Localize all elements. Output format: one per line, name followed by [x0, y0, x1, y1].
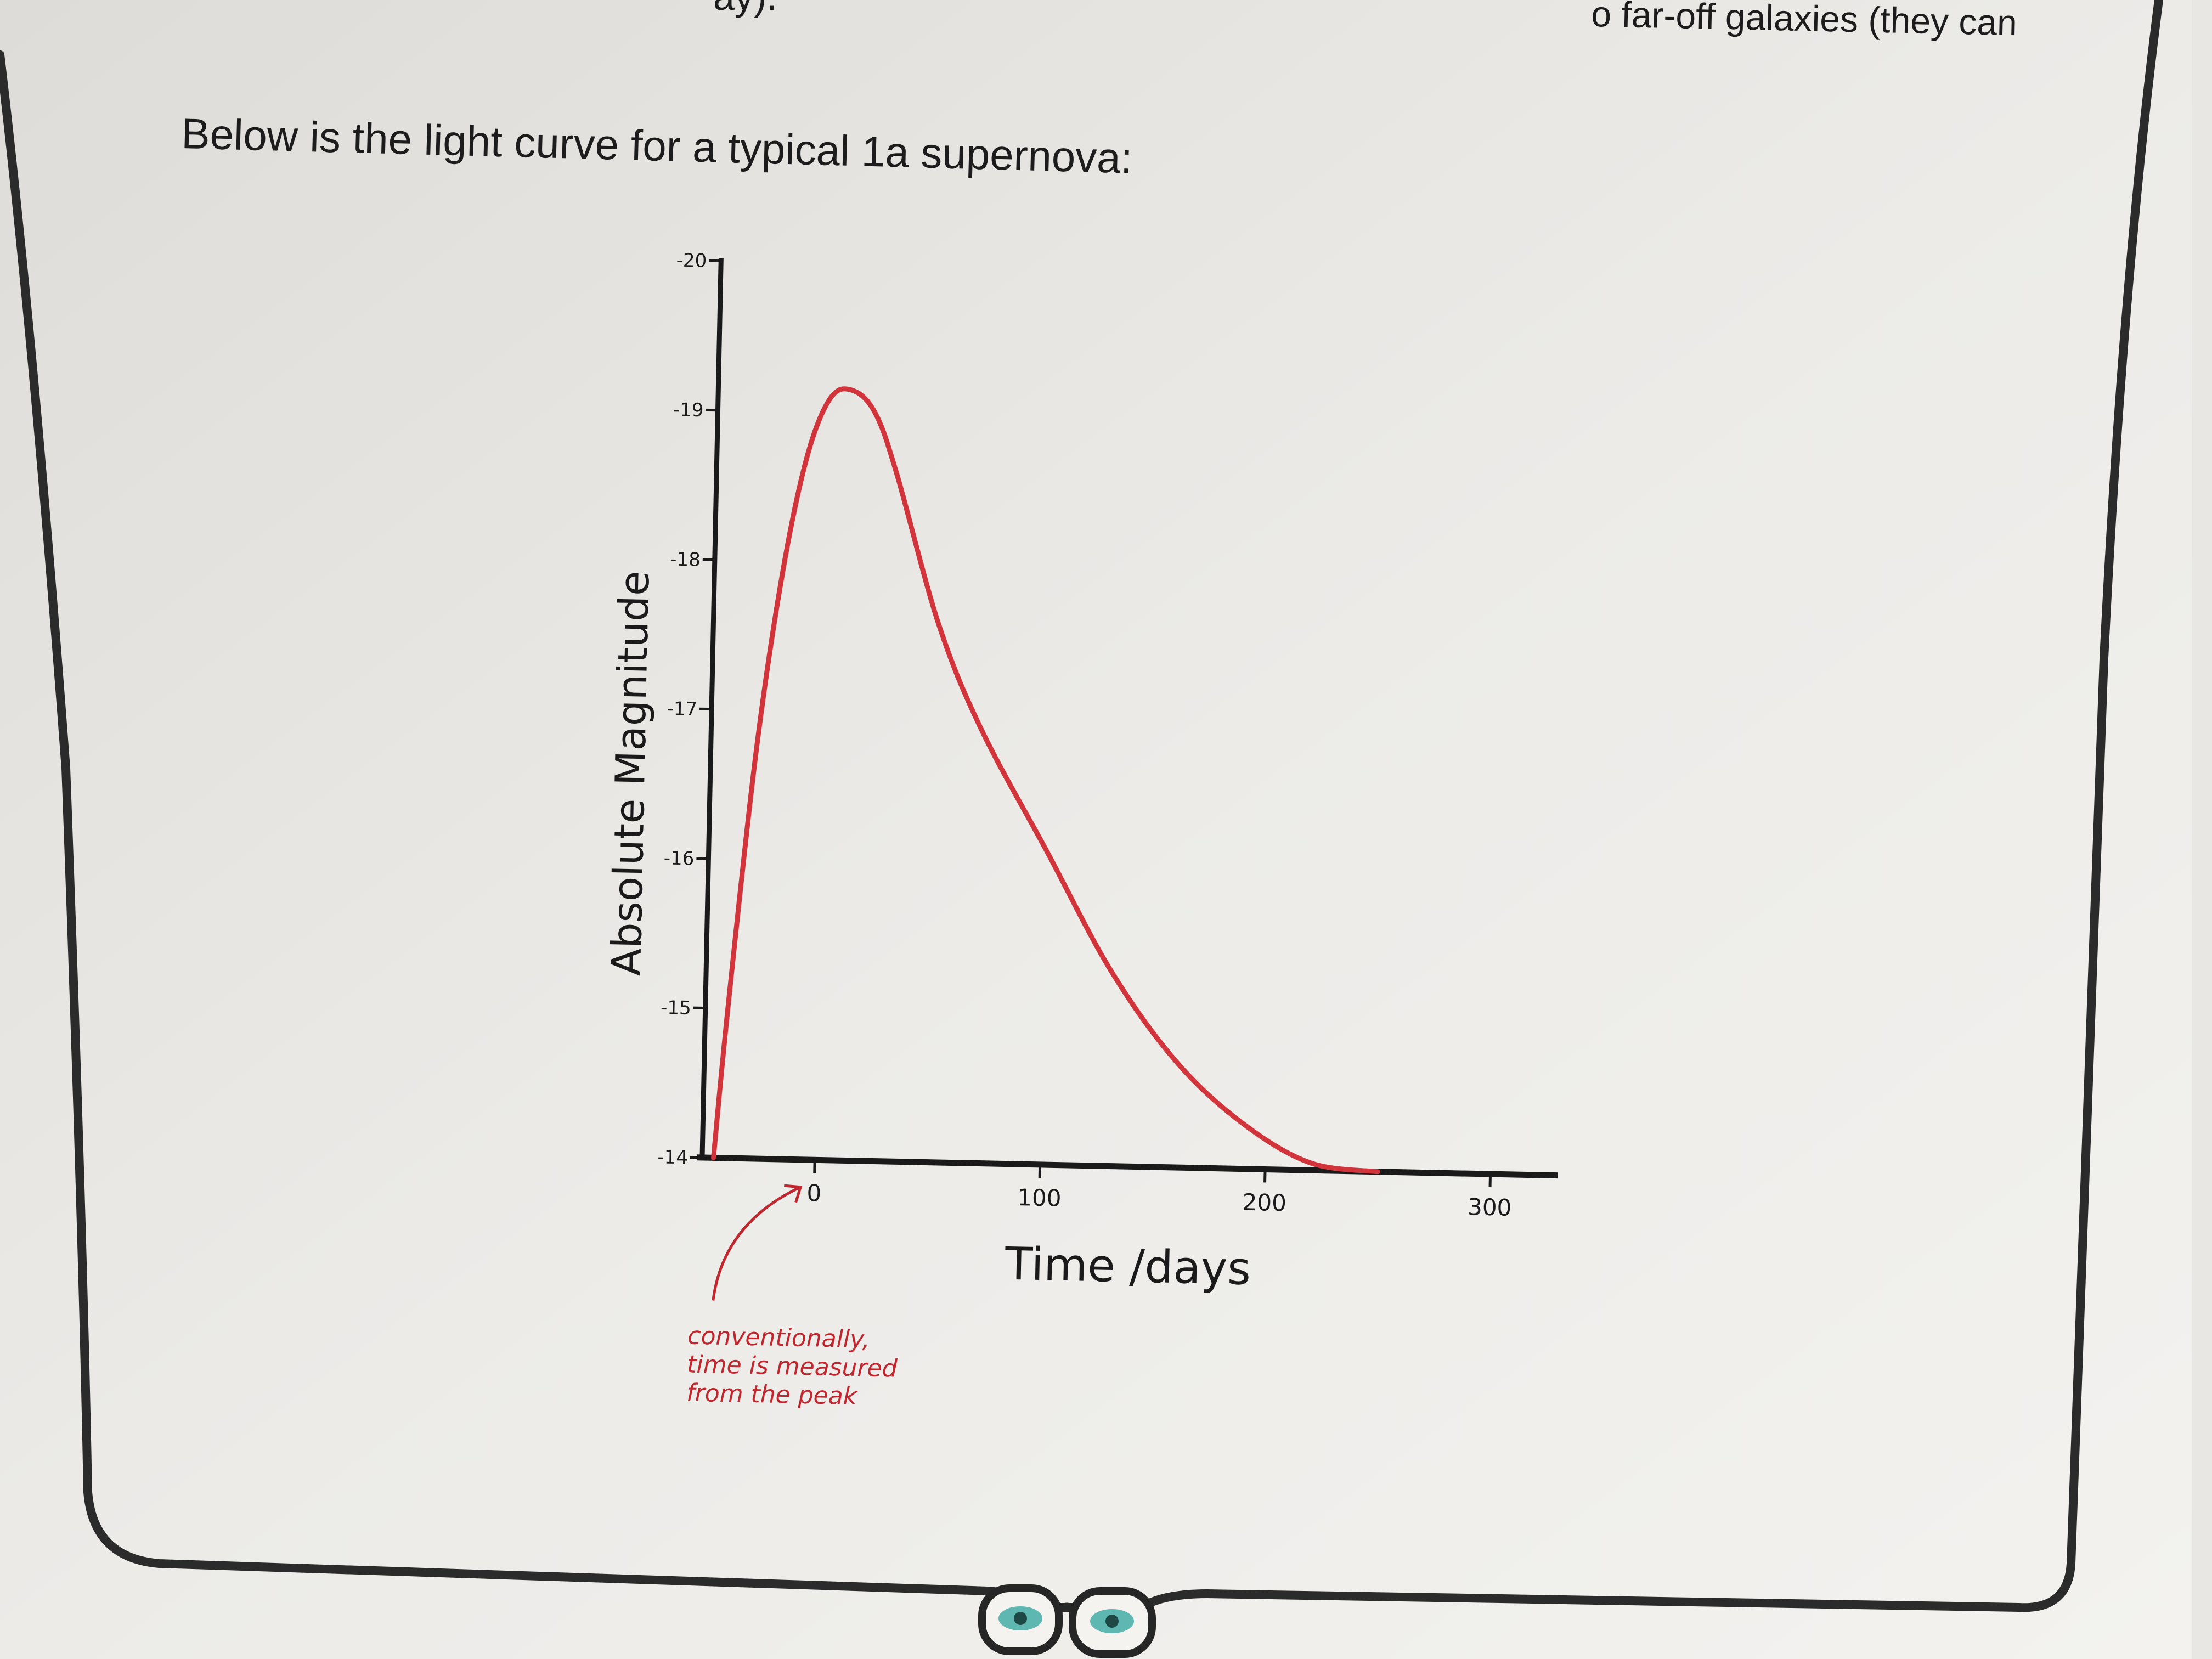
y-tick-label: -18: [670, 549, 701, 571]
annotation-line-2: time is measured: [687, 1351, 898, 1383]
x-axis: [696, 1154, 1558, 1179]
y-tick-label: -16: [663, 847, 694, 870]
y-tick-label: -14: [657, 1146, 688, 1169]
glasses-logo: [978, 1584, 1156, 1658]
y-tick-label: -19: [673, 399, 704, 421]
x-tick-label: 0: [806, 1180, 822, 1207]
light-curve-chart: -20 -19 -18 -17 -16 -15 -14 0 100 200 300 Absolut…: [603, 250, 1558, 1410]
y-tick-label: -17: [667, 698, 697, 720]
annotation-line-3: from the peak: [686, 1379, 859, 1410]
x-tick-label: 200: [1242, 1189, 1286, 1217]
x-tick-mark: [1488, 1174, 1492, 1188]
x-tick-label: 100: [1017, 1184, 1062, 1212]
x-tick-label: 300: [1468, 1193, 1512, 1221]
annotation-line-1: conventionally,: [687, 1322, 870, 1354]
x-axis-label: Time /days: [1004, 1238, 1251, 1295]
page-border: [0, 0, 2163, 1612]
y-tick-label: -15: [661, 997, 691, 1019]
page-edge: [2192, 0, 2212, 1659]
x-tick-mark: [1263, 1169, 1267, 1183]
annotation-arrowhead: [784, 1184, 803, 1203]
annotation-arrow: [712, 1186, 802, 1301]
y-tick-label: -20: [676, 250, 707, 272]
annotation: conventionally, time is measured from th…: [686, 1184, 898, 1410]
y-axis-label: Absolute Magnitude: [603, 570, 658, 977]
top-left-text: ay).: [713, 0, 777, 18]
light-curve-line: [711, 386, 1380, 1175]
